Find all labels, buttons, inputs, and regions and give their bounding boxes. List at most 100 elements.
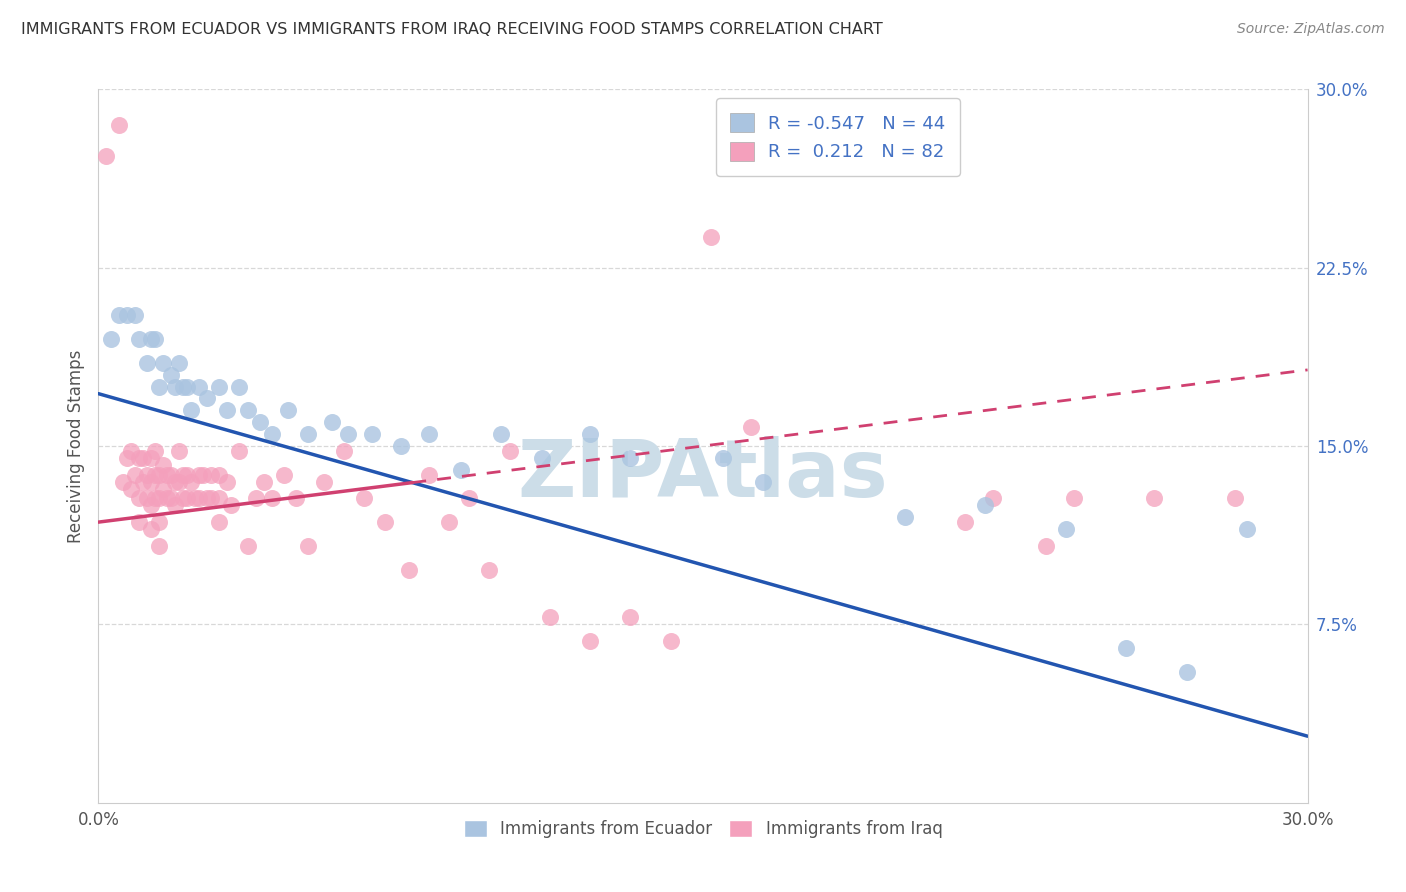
Point <box>981 491 1004 506</box>
Point <box>1063 491 1085 506</box>
Point <box>700 229 723 244</box>
Point <box>167 475 190 489</box>
Point <box>200 467 222 482</box>
Point <box>228 443 250 458</box>
Point <box>353 491 375 506</box>
Point <box>752 475 775 489</box>
Point <box>148 467 170 482</box>
Point <box>139 499 162 513</box>
Point <box>974 499 997 513</box>
Point <box>188 491 211 506</box>
Point <box>152 482 174 496</box>
Point <box>135 356 157 370</box>
Point <box>148 491 170 506</box>
Point <box>498 443 520 458</box>
Point <box>180 403 202 417</box>
Point <box>284 491 307 506</box>
Point <box>273 467 295 482</box>
Point <box>111 475 134 489</box>
Text: IMMIGRANTS FROM ECUADOR VS IMMIGRANTS FROM IRAQ RECEIVING FOOD STAMPS CORRELATIO: IMMIGRANTS FROM ECUADOR VS IMMIGRANTS FR… <box>21 22 883 37</box>
Point <box>139 332 162 346</box>
Point <box>538 610 561 624</box>
Point <box>128 515 150 529</box>
Point <box>260 491 283 506</box>
Point <box>128 491 150 506</box>
Point <box>156 467 179 482</box>
Point <box>172 491 194 506</box>
Point <box>530 450 553 465</box>
Point <box>163 475 186 489</box>
Point <box>217 403 239 417</box>
Point <box>418 427 440 442</box>
Point <box>208 515 231 529</box>
Point <box>148 539 170 553</box>
Point <box>228 379 250 393</box>
Point <box>1175 665 1198 679</box>
Point <box>143 467 166 482</box>
Point <box>491 427 513 442</box>
Point <box>167 356 190 370</box>
Point <box>374 515 396 529</box>
Point <box>124 308 146 322</box>
Point <box>128 450 150 465</box>
Point <box>297 427 319 442</box>
Point <box>579 634 602 648</box>
Point <box>148 379 170 393</box>
Point <box>115 450 138 465</box>
Point <box>120 482 142 496</box>
Point <box>579 427 602 442</box>
Point <box>361 427 384 442</box>
Point <box>314 475 336 489</box>
Point <box>124 467 146 482</box>
Point <box>143 443 166 458</box>
Point <box>152 458 174 472</box>
Text: ZIPAtlas: ZIPAtlas <box>517 435 889 514</box>
Point <box>176 491 198 506</box>
Point <box>184 491 207 506</box>
Point <box>160 467 183 482</box>
Point <box>619 610 641 624</box>
Point <box>172 467 194 482</box>
Point <box>195 392 218 406</box>
Point <box>100 332 122 346</box>
Point <box>188 379 211 393</box>
Point <box>148 515 170 529</box>
Point <box>152 356 174 370</box>
Point <box>458 491 481 506</box>
Point <box>135 467 157 482</box>
Point <box>953 515 976 529</box>
Point <box>1143 491 1166 506</box>
Point <box>132 450 155 465</box>
Point <box>1054 522 1077 536</box>
Point <box>208 491 231 506</box>
Point <box>659 634 682 648</box>
Point <box>128 332 150 346</box>
Point <box>156 491 179 506</box>
Legend: Immigrants from Ecuador, Immigrants from Iraq: Immigrants from Ecuador, Immigrants from… <box>457 813 949 845</box>
Point <box>188 467 211 482</box>
Point <box>321 415 343 429</box>
Point <box>208 467 231 482</box>
Point <box>893 510 915 524</box>
Point <box>619 450 641 465</box>
Point <box>1223 491 1246 506</box>
Point <box>418 467 440 482</box>
Point <box>337 427 360 442</box>
Point <box>236 539 259 553</box>
Point <box>450 463 472 477</box>
Point <box>711 450 734 465</box>
Point <box>249 415 271 429</box>
Point <box>107 118 129 132</box>
Point <box>176 467 198 482</box>
Point <box>1035 539 1057 553</box>
Point <box>143 491 166 506</box>
Point <box>208 379 231 393</box>
Point <box>172 379 194 393</box>
Point <box>167 443 190 458</box>
Point <box>260 427 283 442</box>
Point <box>143 332 166 346</box>
Point <box>115 308 138 322</box>
Point <box>217 475 239 489</box>
Point <box>96 149 118 163</box>
Point <box>277 403 299 417</box>
